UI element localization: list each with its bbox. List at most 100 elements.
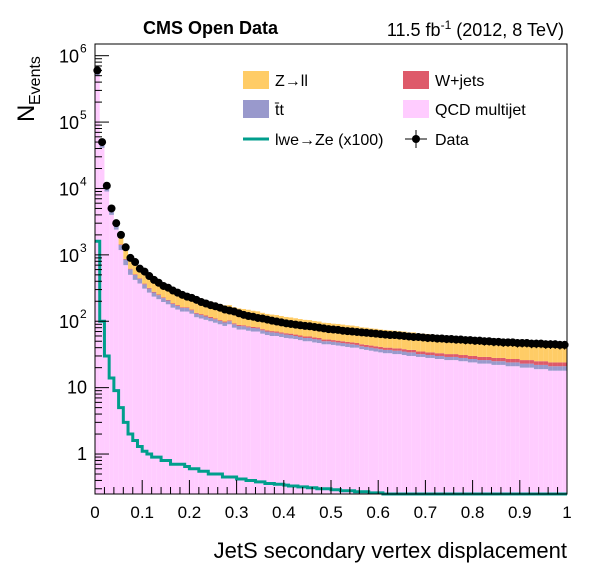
bar-segment [444,360,449,494]
bar-segment [137,278,143,279]
bar-segment [378,346,383,350]
bar-segment [373,346,379,349]
bar-segment [283,334,289,338]
x-tick-label: 0.6 [366,503,390,522]
bar-segment [156,281,162,295]
bar-segment [463,336,468,356]
bar-segment [543,343,549,362]
bar-segment [198,315,204,319]
legend: Z→ll W+jets t̄t QCD multijet lwe→Ze (x100) Da… [243,71,526,149]
bar-segment [449,335,454,355]
bar-segment [354,343,360,345]
bar-segment [189,313,195,494]
y-tick-exponent: 3 [80,241,87,255]
x-tick-label: 0.5 [319,503,343,522]
bar-segment [132,279,138,494]
bar-segment [434,353,440,356]
luminosity-unit-exponent: -1 [440,18,452,32]
bar-segment [505,362,511,367]
bar-segment [345,341,350,344]
y-tick-label: 10 [59,312,79,332]
bar-segment [562,362,567,367]
y-axis-label-main: N [13,105,40,122]
bar-segment [213,318,218,320]
bar-segment [250,331,256,494]
bar-segment [439,335,445,354]
bar-segment [543,364,549,370]
bar-segment [198,298,204,315]
bar-segment [354,344,360,348]
bar-segment [533,364,539,370]
bar-segment [477,338,483,357]
bar-segment [430,355,435,358]
bar-segment [467,362,473,494]
bar-segment [543,361,549,365]
bar-segment [472,355,478,359]
bar-segment [260,333,265,494]
bar-segment [458,336,464,356]
bar-segment [519,360,525,364]
y-tick-exponent: 6 [80,42,87,56]
bar-segment [184,311,190,494]
bar-segment [349,342,355,345]
bar-segment [231,323,237,325]
bar-segment [406,352,412,356]
bar-segment [552,343,558,363]
bar-segment [373,351,379,494]
bar-segment [364,349,369,494]
luminosity-label: 11.5 fb-1 (2012, 8 TeV) [387,18,564,41]
bar-segment [510,366,516,494]
bar-segment [142,284,147,289]
bar-segment [345,343,350,347]
bar-segment [288,335,294,339]
bar-segment [170,307,176,494]
bar-segment [279,336,284,494]
bar-segment [533,361,539,365]
bar-segment [213,319,218,323]
bar-segment [538,343,544,362]
bar-segment [109,210,114,215]
bar-segment [425,357,431,494]
bar-segment [430,352,435,356]
bar-segment [302,341,308,494]
data-point [131,258,140,267]
bar-segment [415,351,421,355]
bar-segment [236,324,242,326]
bar-segment [524,367,530,494]
bar-segment [401,349,407,352]
bar-segment [194,312,199,314]
bar-segment [401,351,407,356]
bar-segment [321,339,327,342]
x-tick-label: 0.4 [272,503,296,522]
bar-segment [297,336,303,341]
bar-segment [548,370,553,494]
bar-segment [288,338,294,494]
bar-segment [123,258,129,260]
bar-segment [444,354,449,357]
bar-segment [255,327,261,329]
bar-segment [500,364,506,494]
bar-segment [175,309,180,494]
bar-segment [137,283,143,494]
bar-segment [316,337,322,340]
legend-label: Data [435,132,469,149]
bar-segment [354,347,360,494]
bar-segment [316,339,322,344]
bar-segment [482,363,487,494]
bar-segment [321,344,327,494]
bar-segment [227,324,232,494]
bar-segment [113,229,119,494]
bar-segment [515,366,520,494]
y-tick-label: 1 [77,444,87,464]
x-tick-label: 0.7 [414,503,438,522]
bar-segment [434,355,440,359]
x-tick-label: 0.2 [178,503,202,522]
luminosity-period: (2012, 8 TeV) [451,20,564,40]
y-axis-label: N Events [13,56,44,122]
y-tick-label: 10 [67,378,87,398]
bar-segment [142,283,147,285]
bar-segment [368,347,374,351]
bar-segment [293,339,298,494]
bar-segment [397,348,402,351]
bar-segment [359,349,365,494]
